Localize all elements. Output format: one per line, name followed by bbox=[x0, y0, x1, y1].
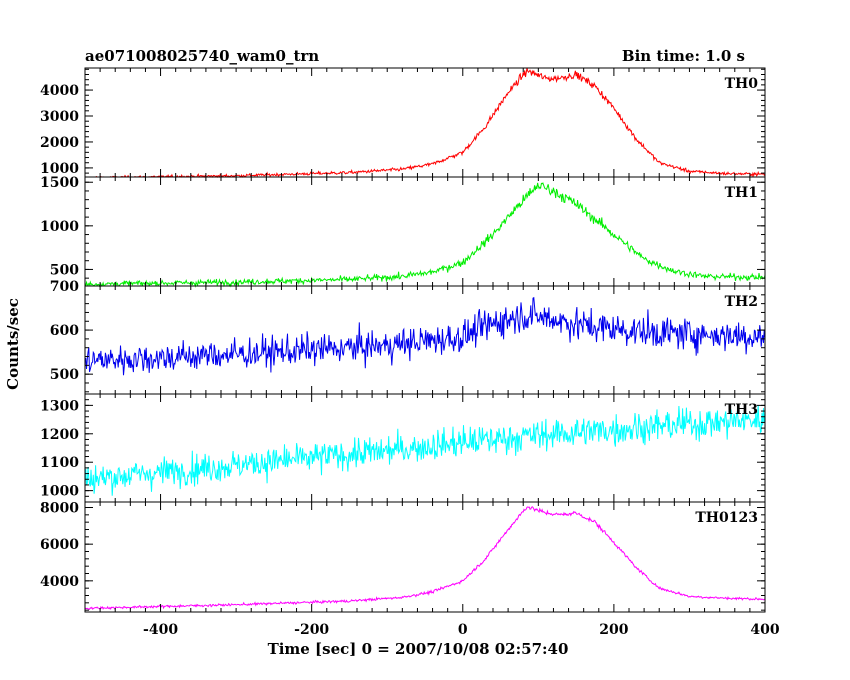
y-tick-label: 1000 bbox=[40, 219, 79, 235]
panel-label: TH3 bbox=[725, 402, 758, 418]
x-tick-label: 200 bbox=[599, 622, 628, 638]
y-tick-label: 500 bbox=[50, 367, 79, 383]
series-line-th0123 bbox=[84, 506, 766, 611]
y-axis-label: Counts/sec bbox=[4, 298, 22, 390]
y-tick-label: 1100 bbox=[40, 455, 79, 471]
panel-label: TH0123 bbox=[695, 510, 758, 526]
panel-frame bbox=[84, 176, 766, 287]
x-tick-label: 400 bbox=[750, 622, 779, 638]
series-line-th0 bbox=[84, 67, 766, 178]
y-tick-label: 4000 bbox=[40, 83, 79, 99]
series-line-th2 bbox=[84, 296, 766, 376]
panel-frame bbox=[84, 67, 766, 178]
panel-label: TH0 bbox=[725, 76, 759, 92]
y-tick-label: 700 bbox=[50, 279, 79, 295]
series-line-th3 bbox=[84, 405, 766, 496]
panel-label: TH2 bbox=[725, 294, 758, 310]
panel-label: TH1 bbox=[725, 185, 758, 201]
y-tick-label: 1000 bbox=[40, 484, 79, 500]
y-tick-label: 4000 bbox=[40, 574, 79, 590]
y-tick-label: 6000 bbox=[40, 537, 79, 553]
y-tick-label: 3000 bbox=[40, 109, 79, 125]
y-tick-label: 1000 bbox=[40, 161, 79, 177]
y-tick-label: 2000 bbox=[40, 135, 79, 151]
y-tick-label: 1500 bbox=[40, 175, 79, 191]
panel-frame bbox=[84, 501, 766, 613]
y-tick-label: 1300 bbox=[40, 398, 79, 414]
y-tick-label: 1200 bbox=[40, 427, 79, 443]
x-tick-label: 0 bbox=[458, 622, 468, 638]
x-axis-label: Time [sec] 0 = 2007/10/08 02:57:40 bbox=[268, 640, 569, 658]
x-tick-label: -200 bbox=[294, 622, 329, 638]
y-tick-label: 8000 bbox=[40, 501, 79, 517]
panel-th0: TH0 1000 2000 3000 4000 bbox=[40, 67, 766, 178]
series-line-th1 bbox=[84, 182, 766, 288]
panel-th3: TH3 1000 1100 1200 1300 bbox=[40, 393, 766, 503]
panel-th1: TH1 500 1000 1500 bbox=[40, 175, 766, 288]
chart-title: ae071008025740_wam0_trn bbox=[85, 47, 319, 65]
y-tick-label: 500 bbox=[50, 262, 79, 278]
panel-th0123: TH0123 4000 6000 8000 -400 -200 0 200 400 bbox=[40, 501, 780, 639]
panels-group: TH01000200030004000TH150010001500TH25006… bbox=[40, 67, 780, 639]
panel-th2: TH2 500 600 700 bbox=[50, 279, 766, 395]
x-tick-label: -400 bbox=[143, 622, 178, 638]
y-tick-label: 600 bbox=[50, 323, 79, 339]
chart-subtitle: Bin time: 1.0 s bbox=[622, 47, 745, 65]
